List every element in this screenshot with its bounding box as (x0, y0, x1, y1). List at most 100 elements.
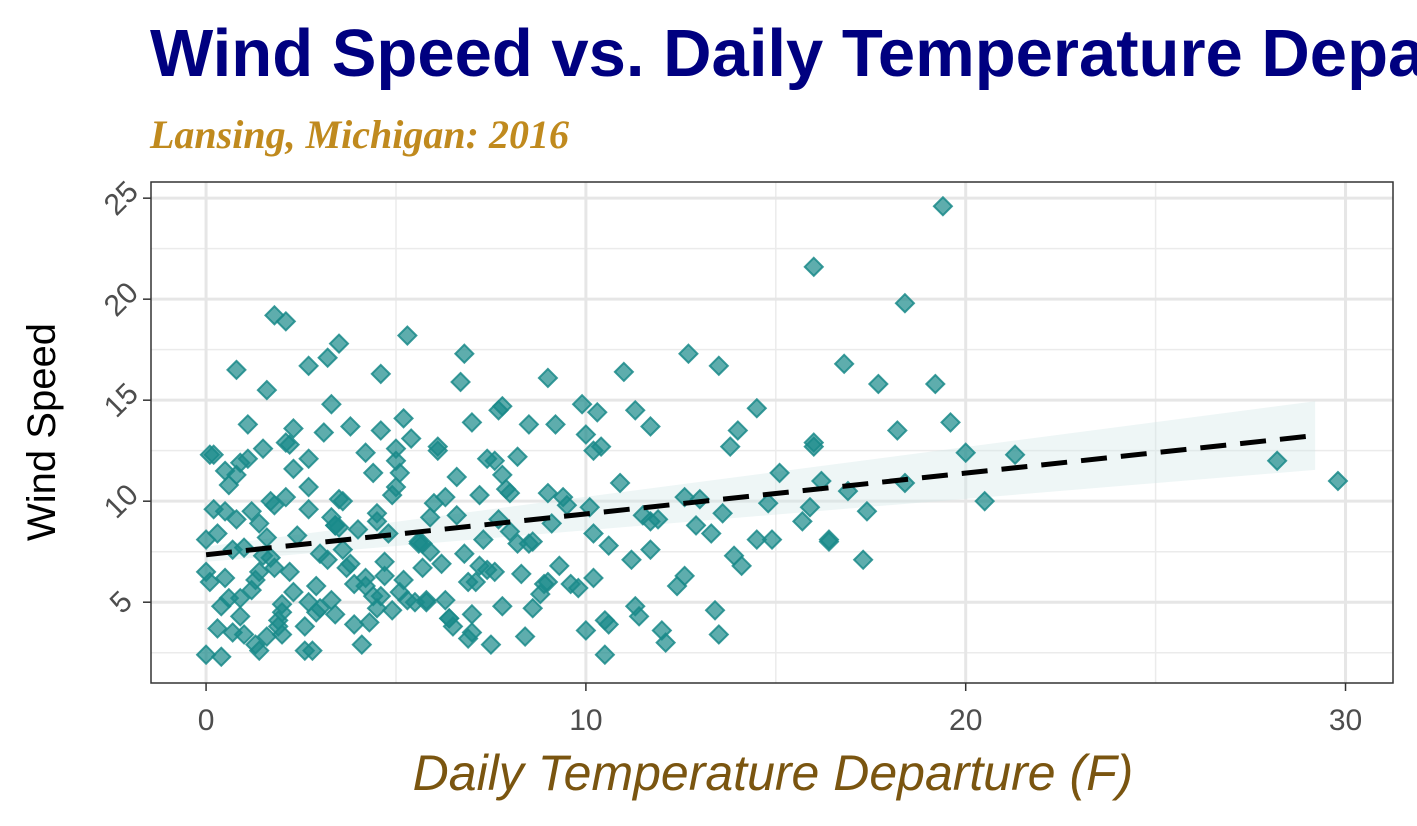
scatter-point (769, 462, 791, 484)
scatter-point (450, 371, 471, 393)
scatter-point (347, 519, 369, 540)
scatter-point (974, 490, 996, 512)
scatter-point (317, 347, 339, 369)
scatter-point (446, 466, 468, 488)
scatter-point (708, 355, 730, 377)
scatter-point (283, 458, 304, 480)
scatter-point (415, 589, 437, 611)
scatter-point (598, 535, 620, 557)
x-tick-label: 30 (1329, 704, 1362, 737)
scatter-point (518, 414, 540, 435)
scatter-point (260, 490, 282, 512)
scatter-point (640, 416, 661, 437)
scatter-point (761, 529, 783, 550)
scatter-point (666, 575, 688, 597)
scatter-point (195, 644, 217, 666)
scatter-point (241, 500, 263, 522)
y-axis-title: Wind Speed (20, 323, 64, 541)
scatter-point (412, 557, 433, 579)
scatter-point (256, 379, 278, 401)
scatter-point (621, 549, 642, 571)
scatter-point (594, 609, 616, 631)
x-axis-title: Daily Temperature Departure (F) (413, 745, 1134, 801)
scatter-point (924, 373, 946, 395)
scatter-point (514, 626, 536, 647)
scatter-point (932, 195, 954, 217)
scatter-point (370, 420, 392, 441)
scatter-point (264, 557, 285, 579)
scatter-point (583, 567, 604, 589)
scatter-point (313, 422, 335, 443)
scatter-point (624, 399, 646, 421)
scatter-point (248, 640, 270, 662)
scatter-point (343, 614, 365, 635)
scatter-point (343, 573, 365, 595)
scatter-point (522, 531, 544, 553)
scatter-point (229, 452, 251, 474)
confidence-band (206, 401, 1316, 562)
scatter-point (283, 581, 304, 603)
scatter-point (685, 515, 707, 536)
scatter-point (571, 393, 593, 415)
scatter-point (548, 555, 570, 577)
scatter-point (567, 577, 589, 599)
scatter-point (655, 632, 677, 654)
scatter-point (469, 484, 490, 506)
scatter-point (453, 543, 475, 565)
scatter-point (248, 561, 270, 583)
scatter-point (332, 490, 354, 512)
scatter-point (727, 420, 749, 441)
scatter-point (579, 496, 601, 518)
scatter-point (199, 444, 221, 466)
scatter-point (856, 500, 878, 522)
y-tick-label: 5 (104, 585, 139, 620)
y-tick-label: 25 (98, 175, 145, 222)
scatter-point (195, 529, 217, 550)
scatter-point (537, 482, 559, 504)
scatter-point (613, 361, 635, 383)
scatter-point (214, 460, 236, 482)
scatter-point (427, 436, 449, 458)
scatter-point (491, 595, 513, 617)
scatter-point (632, 504, 654, 526)
scatter-point (533, 573, 555, 595)
y-tick-label: 10 (98, 478, 145, 525)
scatter-point (374, 565, 396, 587)
scatter-point (708, 624, 730, 645)
y-tick-label: 20 (98, 276, 145, 323)
x-tick-label: 0 (198, 704, 215, 737)
scatter-point (507, 533, 528, 555)
scatter-point (366, 597, 388, 619)
scatter-point (248, 512, 270, 534)
scatter-point (393, 407, 414, 429)
scatter-point (381, 484, 403, 506)
scatter-point (700, 523, 722, 544)
scatter-point (320, 589, 342, 611)
scatter-point (381, 599, 403, 621)
panel-border (150, 181, 1394, 684)
scatter-point (385, 450, 407, 472)
scatter-point (537, 367, 559, 389)
scatter-point (886, 420, 908, 441)
scatter-point (298, 498, 320, 520)
scatter-point (431, 553, 452, 575)
scatter-point (279, 434, 301, 456)
scatter-point (472, 529, 494, 550)
scatter-point (575, 424, 597, 445)
scatter-point (757, 492, 779, 514)
scatter-point (575, 620, 597, 641)
scatter-point (351, 634, 373, 656)
y-axis-ticks: 5 10 15 20 25 (98, 175, 151, 620)
scatter-point (510, 563, 532, 585)
scatter-point (628, 605, 650, 627)
chart-subtitle: Lansing, Michigan: 2016 (149, 112, 569, 157)
x-axis-ticks: 0 10 20 30 (198, 683, 1362, 737)
scatter-point (484, 561, 506, 583)
scatter-point (252, 438, 274, 460)
scatter-point (746, 529, 768, 550)
scatter-point (461, 603, 483, 625)
scatter-point (446, 504, 468, 526)
scatter-point (712, 502, 734, 524)
scatter-point (461, 411, 483, 433)
scatter-point (852, 549, 874, 571)
